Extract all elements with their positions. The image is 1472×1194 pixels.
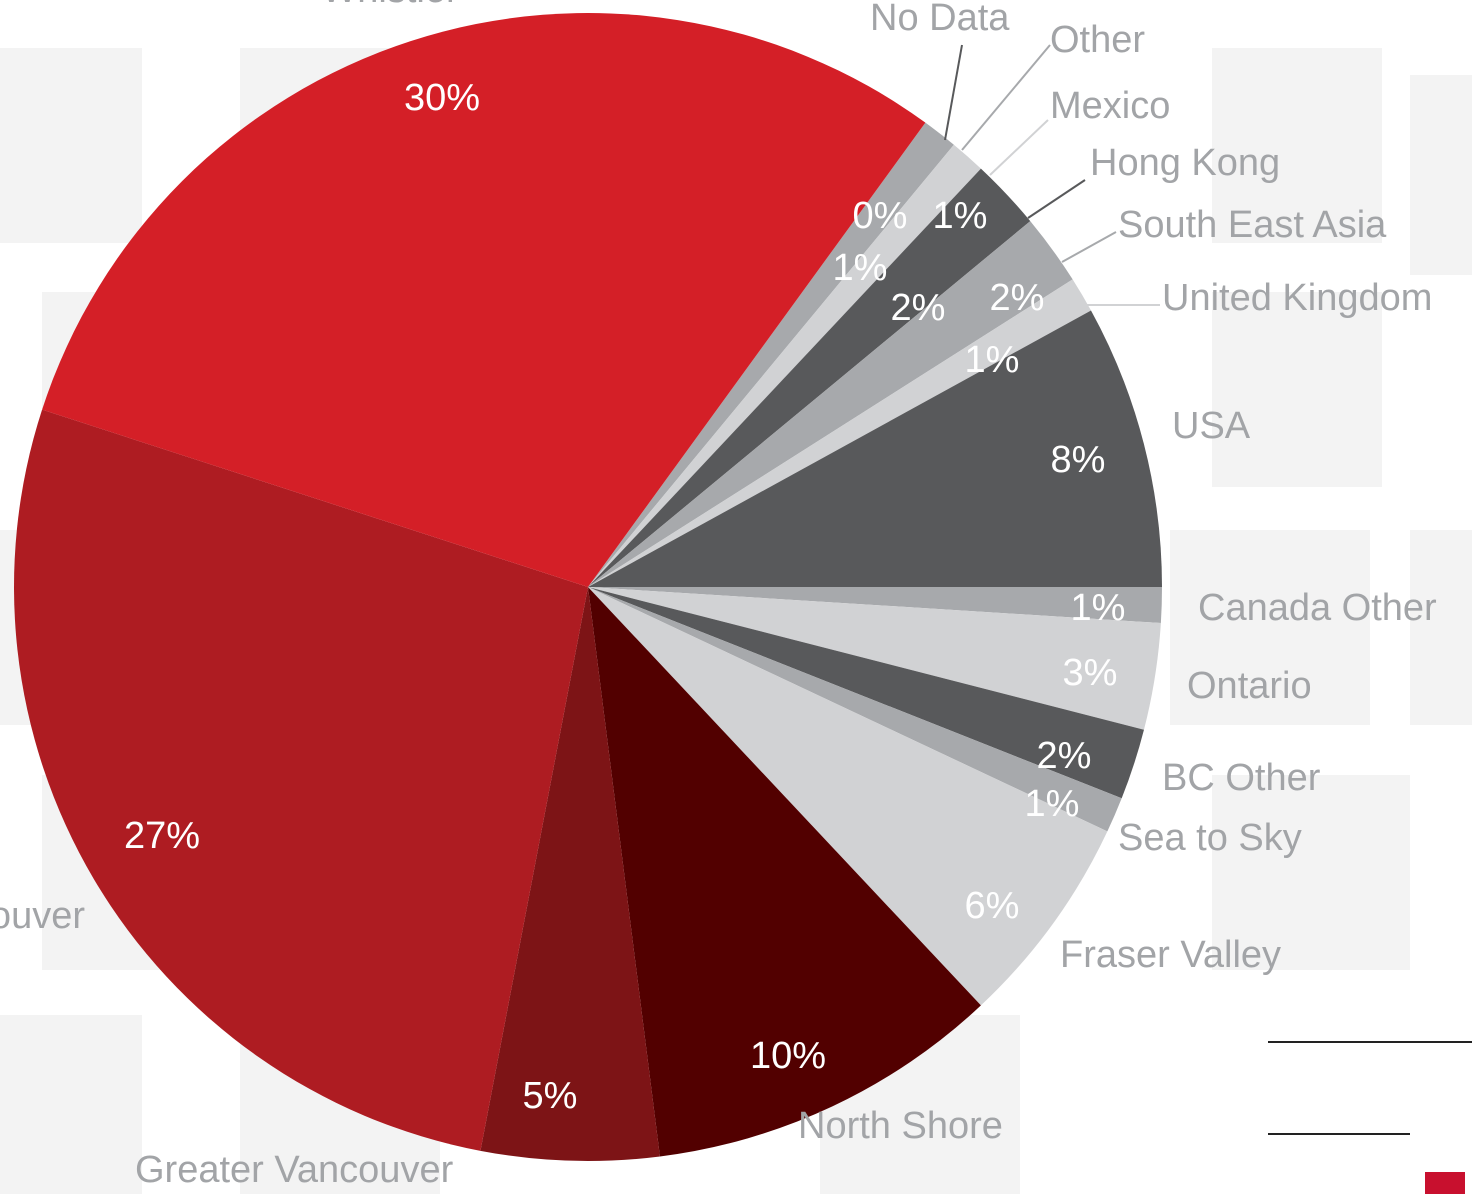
leader-line: [1028, 180, 1085, 218]
category-label: Fraser Valley: [1060, 934, 1281, 976]
leader-line: [1062, 232, 1116, 262]
value-label: 8%: [1051, 439, 1106, 481]
leader-line: [945, 45, 962, 140]
value-label: 2%: [1037, 735, 1092, 777]
category-label: BC Other: [1162, 757, 1321, 799]
value-label: 2%: [891, 287, 946, 329]
category-label: Vancouver: [0, 895, 85, 937]
category-label: Greater Vancouver: [135, 1149, 454, 1191]
value-label: 5%: [523, 1075, 578, 1117]
category-label: Sea to Sky: [1118, 817, 1302, 859]
category-label: United Kingdom: [1162, 277, 1432, 319]
value-label: 30%: [404, 77, 480, 119]
value-label: 6%: [965, 885, 1020, 927]
value-label: 1%: [933, 195, 988, 237]
category-label: South East Asia: [1118, 204, 1387, 246]
category-label: Other: [1050, 19, 1145, 61]
category-label: Whistler: [321, 0, 459, 11]
category-label: Canada Other: [1198, 587, 1437, 629]
category-label: USA: [1172, 405, 1251, 447]
value-label: 27%: [124, 815, 200, 857]
value-label: 10%: [750, 1035, 826, 1077]
category-label: No Data: [870, 0, 1010, 39]
pie: [14, 13, 1162, 1161]
category-label: Mexico: [1050, 85, 1170, 127]
value-label: 1%: [965, 339, 1020, 381]
category-label: Ontario: [1187, 665, 1312, 707]
value-label: 0%: [853, 195, 908, 237]
value-label: 1%: [1025, 783, 1080, 825]
page: {"chart_data": {"type": "pie", "categori…: [0, 0, 1472, 1194]
value-label: 2%: [990, 277, 1045, 319]
value-label: 3%: [1063, 652, 1118, 694]
leader-line: [962, 45, 1050, 150]
value-label: 1%: [833, 247, 888, 289]
category-label: Hong Kong: [1090, 142, 1280, 184]
category-label: North Shore: [798, 1105, 1003, 1147]
value-label: 1%: [1071, 587, 1126, 629]
leader-line: [990, 120, 1048, 175]
logo: [1268, 1042, 1472, 1194]
chart: No Data 0% Other 1% Mexico 1% Hong Kong 2% South…: [0, 0, 1472, 1194]
logo-icon: [1425, 1172, 1465, 1194]
